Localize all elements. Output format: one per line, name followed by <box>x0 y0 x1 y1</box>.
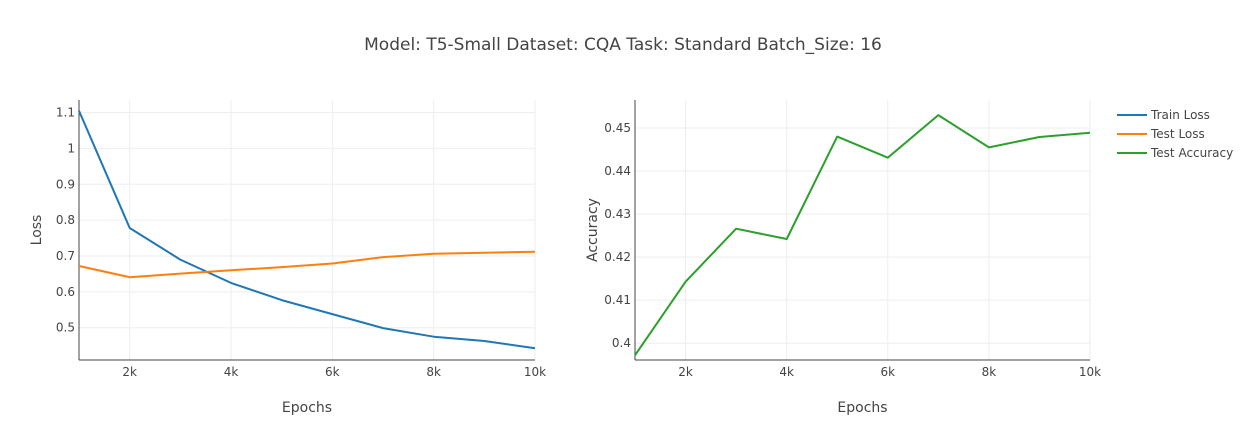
plot-1: 2k 4k 6k 8k 10k 0.5 0.6 0.7 0.8 0.9 1 1.1 Epochs Loss <box>29 100 546 416</box>
y-tick-label: 0.45 <box>604 121 631 135</box>
x-tick-label: 10k <box>1079 365 1101 379</box>
x-tick-label: 2k <box>122 365 137 379</box>
y-tick-label: 0.42 <box>604 250 631 264</box>
series-line-test-loss <box>78 250 536 279</box>
legend-label: Train Loss <box>1150 108 1210 122</box>
x-tick-label: 4k <box>224 365 239 379</box>
x-tick-label: 6k <box>880 365 895 379</box>
plot-2: 2k 4k 6k 8k 10k 0.4 0.41 0.42 0.43 0.44 0.45 Epochs… <box>585 100 1101 416</box>
legend: Train Loss Test Loss Test Accuracy <box>1117 108 1233 160</box>
x-tick-label: 6k <box>325 365 340 379</box>
legend-item: Train Loss <box>1117 108 1210 122</box>
y-axis-label: Accuracy <box>585 198 601 262</box>
plots-group: 2k 4k 6k 8k 10k 0.5 0.6 0.7 0.8 0.9 1 1.1 Epochs Loss… <box>29 100 1101 416</box>
legend-item: Test Loss <box>1117 127 1205 141</box>
series-line-train-loss <box>78 110 536 350</box>
y-tick-label: 0.44 <box>604 164 631 178</box>
y-tick-label: 0.5 <box>56 321 75 335</box>
y-axis-label: Loss <box>29 215 45 246</box>
y-tick-label: 0.41 <box>604 293 631 307</box>
legend-item: Test Accuracy <box>1117 146 1233 160</box>
legend-label: Test Loss <box>1150 127 1205 141</box>
y-tick-label: 1 <box>67 141 75 155</box>
x-tick-label: 8k <box>426 365 441 379</box>
legend-label: Test Accuracy <box>1150 146 1233 160</box>
y-tick-label: 0.8 <box>56 213 75 227</box>
x-tick-label: 10k <box>524 365 546 379</box>
chart-title: Model: T5-Small Dataset: CQA Task: Stand… <box>364 35 882 55</box>
x-axis-label: Epochs <box>837 400 887 416</box>
y-tick-label: 0.43 <box>604 207 631 221</box>
x-tick-label: 4k <box>779 365 794 379</box>
y-tick-label: 0.7 <box>56 249 75 263</box>
series-line-test-accuracy <box>634 114 1091 356</box>
y-tick-label: 0.4 <box>612 336 631 350</box>
x-axis-label: Epochs <box>282 400 332 416</box>
y-tick-label: 0.6 <box>56 285 75 299</box>
y-tick-label: 1.1 <box>56 106 75 120</box>
y-tick-label: 0.9 <box>56 177 75 191</box>
x-tick-label: 2k <box>678 365 693 379</box>
x-tick-label: 8k <box>982 365 997 379</box>
